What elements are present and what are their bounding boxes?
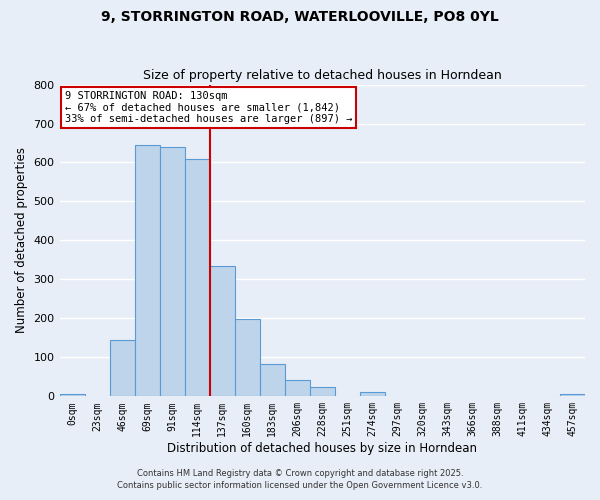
Bar [110, 340, 134, 396]
Bar [185, 158, 209, 396]
Bar [59, 394, 85, 396]
Bar [310, 386, 335, 396]
Bar [160, 147, 185, 396]
Bar [134, 145, 160, 397]
Bar [560, 394, 585, 396]
X-axis label: Distribution of detached houses by size in Horndean: Distribution of detached houses by size … [167, 442, 477, 455]
Title: Size of property relative to detached houses in Horndean: Size of property relative to detached ho… [143, 69, 502, 82]
Bar [360, 392, 385, 396]
Bar [285, 380, 310, 396]
Bar [260, 364, 285, 396]
Text: 9, STORRINGTON ROAD, WATERLOOVILLE, PO8 0YL: 9, STORRINGTON ROAD, WATERLOOVILLE, PO8 … [101, 10, 499, 24]
Text: 9 STORRINGTON ROAD: 130sqm
← 67% of detached houses are smaller (1,842)
33% of s: 9 STORRINGTON ROAD: 130sqm ← 67% of deta… [65, 91, 352, 124]
Bar [209, 266, 235, 396]
Text: Contains HM Land Registry data © Crown copyright and database right 2025.
Contai: Contains HM Land Registry data © Crown c… [118, 468, 482, 490]
Bar [235, 319, 260, 396]
Y-axis label: Number of detached properties: Number of detached properties [15, 148, 28, 334]
